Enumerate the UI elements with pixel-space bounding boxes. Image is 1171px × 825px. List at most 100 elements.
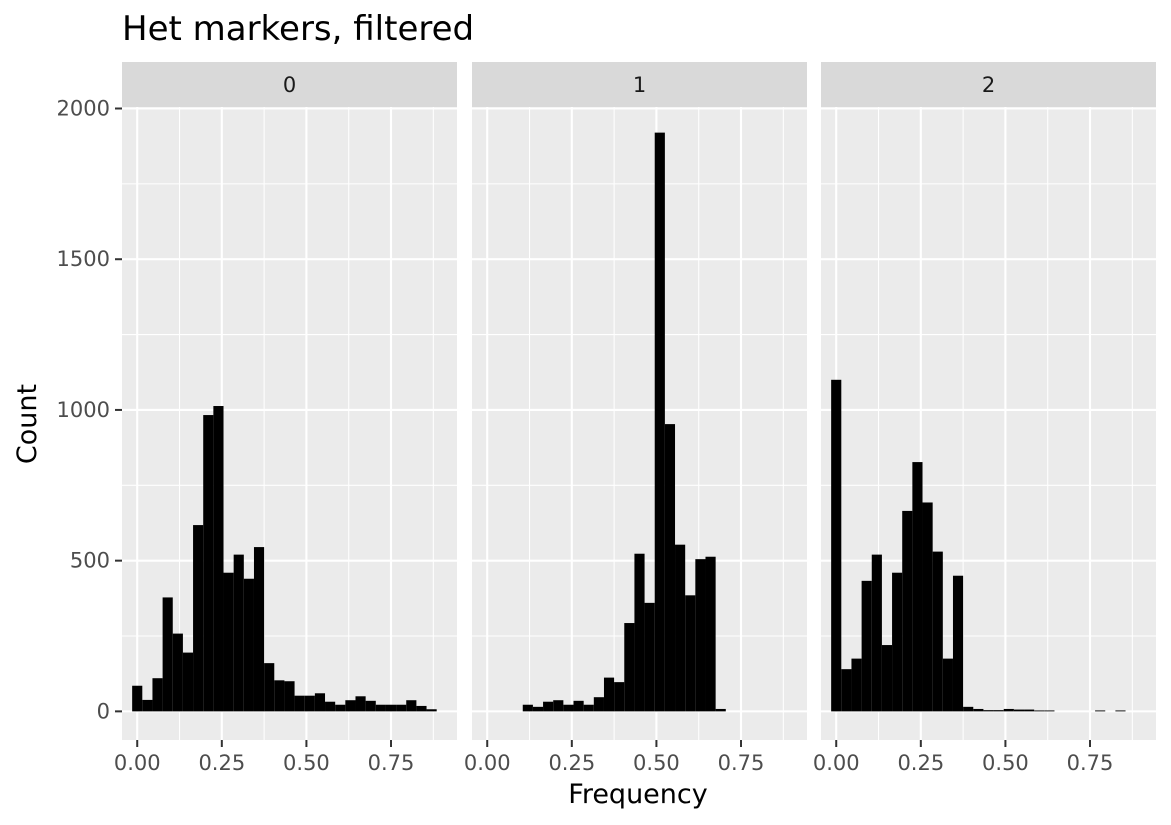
histogram-bar xyxy=(233,554,244,712)
histogram-bar xyxy=(314,693,326,712)
histogram-bar xyxy=(861,580,872,712)
histogram-bar xyxy=(871,554,882,712)
histogram-bar xyxy=(603,677,615,712)
y-tick-label: 1500 xyxy=(57,247,110,271)
histogram-bar xyxy=(264,663,275,712)
histogram-bar xyxy=(942,658,953,712)
histogram-bar xyxy=(1003,708,1014,712)
y-axis: 0 500 1000 1500 2000 xyxy=(57,97,122,723)
histogram-bar xyxy=(593,697,604,712)
histogram-bar xyxy=(715,708,726,712)
histogram-bar xyxy=(705,556,716,712)
x-tick-label: 0.75 xyxy=(1067,751,1114,775)
histogram-bar xyxy=(624,623,635,712)
histogram-bar xyxy=(912,462,923,712)
histogram-bar xyxy=(1013,709,1025,712)
histogram-bar xyxy=(335,704,346,712)
histogram-bar xyxy=(193,525,204,712)
x-tick-label: 0.25 xyxy=(548,751,595,775)
histogram-bar xyxy=(284,681,295,712)
histogram-bar xyxy=(583,704,594,712)
facet-strip xyxy=(122,62,457,107)
histogram-bar xyxy=(695,559,706,712)
histogram-bar xyxy=(223,572,234,712)
x-tick-label: 0.50 xyxy=(283,751,330,775)
histogram-bar xyxy=(345,700,356,712)
histogram-bar xyxy=(532,706,544,712)
histogram-bar xyxy=(132,685,143,712)
y-tick-label: 500 xyxy=(70,549,110,573)
histogram-bar xyxy=(406,700,417,712)
x-tick-label: 0.00 xyxy=(464,751,511,775)
histogram-bar xyxy=(675,544,686,712)
histogram-bar xyxy=(274,680,285,712)
histogram-bar xyxy=(426,709,437,712)
facet-strip xyxy=(821,62,1156,107)
histogram-bar xyxy=(614,682,625,712)
histogram-bar xyxy=(851,658,862,712)
histogram-bar xyxy=(892,572,903,712)
histogram-bar xyxy=(203,415,214,712)
histogram-bar xyxy=(993,710,1004,712)
x-tick-label: 0.00 xyxy=(114,751,161,775)
histogram-bar xyxy=(973,708,984,712)
histogram-bar xyxy=(416,705,427,712)
histogram-bar xyxy=(396,704,407,712)
histogram-bar xyxy=(664,424,676,712)
histogram-bar xyxy=(1095,710,1106,712)
histogram-bar xyxy=(841,669,852,712)
histogram-bar xyxy=(1024,709,1035,712)
histogram-bar xyxy=(831,379,842,712)
x-tick-label: 0.75 xyxy=(718,751,765,775)
histogram-bar xyxy=(654,132,665,712)
histogram-bar xyxy=(375,704,386,712)
histogram-bar xyxy=(294,695,305,712)
facet-strip-label: 0 xyxy=(283,73,296,97)
x-tick-label: 0.75 xyxy=(368,751,415,775)
histogram-bar xyxy=(963,706,974,712)
histogram-bar xyxy=(563,704,574,712)
histogram-bar xyxy=(385,704,397,712)
histogram-bar xyxy=(902,510,913,712)
histogram-bar xyxy=(355,696,366,712)
histogram-bar xyxy=(952,575,964,712)
histogram-bar xyxy=(1044,710,1055,712)
y-tick-label: 1000 xyxy=(57,398,110,422)
histogram-bar xyxy=(152,678,163,712)
histogram-bar xyxy=(304,695,315,712)
facet-strip xyxy=(472,62,807,107)
histogram-bar xyxy=(1034,710,1045,712)
x-tick-label: 0.50 xyxy=(982,751,1029,775)
x-tick-label: 0.00 xyxy=(813,751,860,775)
facet-strip-label: 1 xyxy=(633,73,646,97)
histogram-bar xyxy=(182,652,194,712)
facet-panel-2: 2 0.00 0.25 0.50 0.75 xyxy=(813,62,1156,775)
histogram-bar xyxy=(543,701,554,712)
histogram-bar xyxy=(922,502,933,712)
x-axis-title: Frequency xyxy=(568,779,708,810)
facet-panel-0: 0 0.00 0.25 0.50 0.75 xyxy=(114,62,457,775)
y-tick-label: 2000 xyxy=(57,97,110,121)
histogram-bar xyxy=(162,597,173,712)
histogram-bar xyxy=(634,553,645,712)
histogram-bar xyxy=(325,701,336,712)
histogram-bar xyxy=(142,699,153,712)
histogram-bar xyxy=(172,633,183,712)
histogram-bar xyxy=(573,700,584,712)
histogram-bar xyxy=(685,595,696,712)
facet-strip-label: 2 xyxy=(982,73,995,97)
histogram-bar xyxy=(644,602,655,712)
x-tick-label: 0.25 xyxy=(198,751,245,775)
histogram-bar xyxy=(365,700,376,712)
histogram-bar xyxy=(932,551,943,712)
histogram-bar xyxy=(253,547,265,712)
histogram-bar xyxy=(983,710,994,712)
histogram-bar xyxy=(522,704,533,712)
histogram-bar xyxy=(243,578,254,712)
chart-title: Het markers, filtered xyxy=(122,9,474,49)
histogram-bar xyxy=(1115,710,1126,712)
y-tick-label: 0 xyxy=(97,699,110,723)
facet-panel-1: 1 0.00 0.25 0.50 0.75 xyxy=(464,62,807,775)
